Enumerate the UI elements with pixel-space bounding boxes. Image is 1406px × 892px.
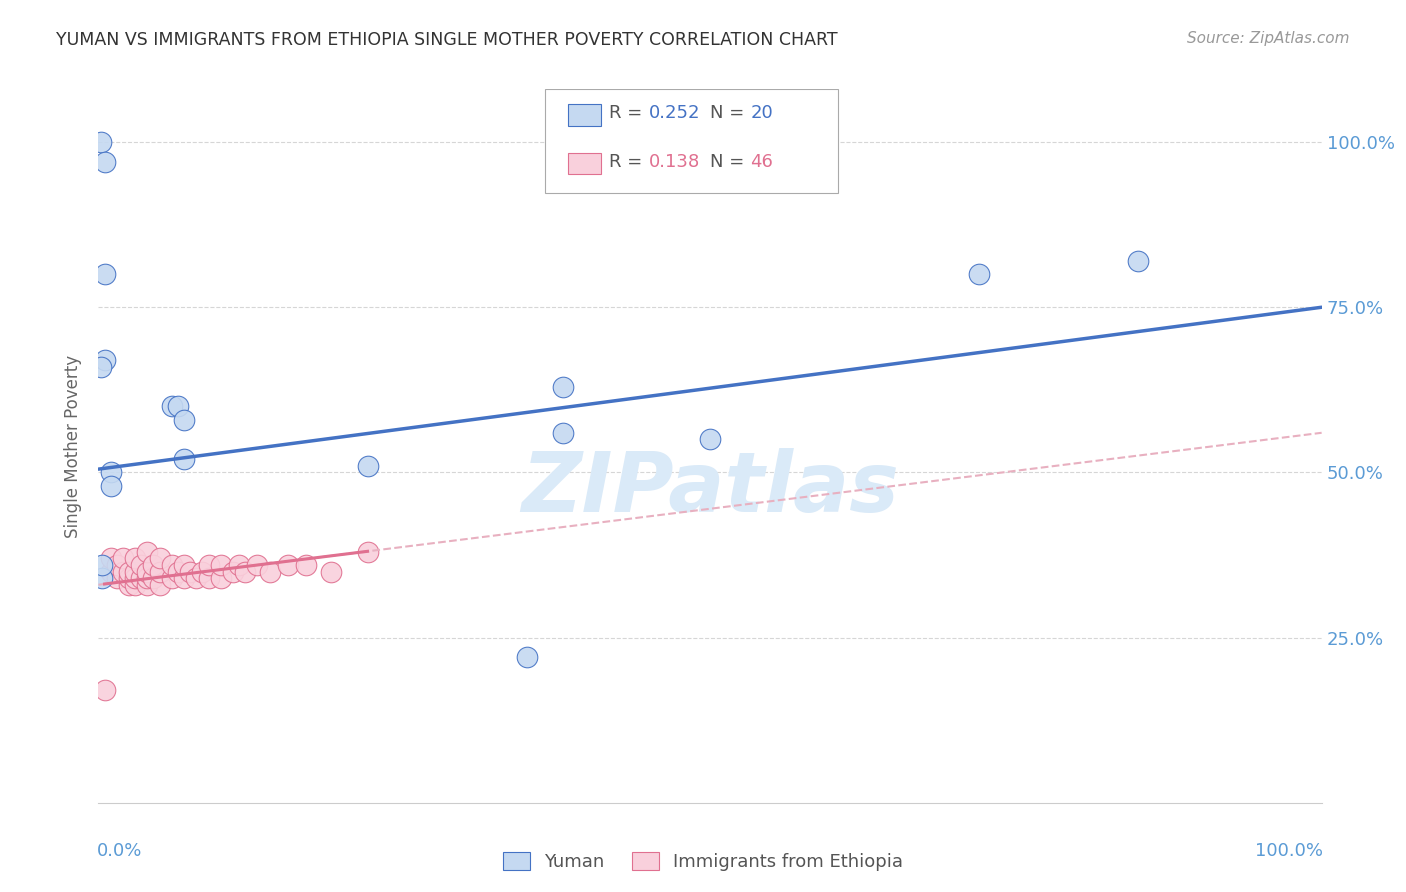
FancyBboxPatch shape	[546, 89, 838, 193]
Text: R =: R =	[609, 153, 641, 171]
Point	[246, 558, 269, 572]
Text: 0.252: 0.252	[650, 104, 700, 122]
Point	[173, 571, 195, 585]
Point	[142, 571, 165, 585]
Point	[179, 565, 201, 579]
Point	[186, 571, 208, 585]
Point	[356, 545, 378, 559]
Point	[93, 683, 115, 698]
Point	[90, 359, 112, 374]
Point	[173, 558, 195, 572]
Point	[142, 558, 165, 572]
Point	[699, 433, 721, 447]
Text: 46: 46	[751, 153, 773, 171]
Point	[124, 551, 146, 566]
Text: YUMAN VS IMMIGRANTS FROM ETHIOPIA SINGLE MOTHER POVERTY CORRELATION CHART: YUMAN VS IMMIGRANTS FROM ETHIOPIA SINGLE…	[56, 31, 838, 49]
Text: R =: R =	[609, 104, 641, 122]
Point	[167, 565, 190, 579]
Point	[209, 571, 232, 585]
Point	[93, 353, 115, 368]
Point	[90, 135, 112, 149]
Point	[173, 412, 195, 426]
Point	[160, 400, 183, 414]
Point	[553, 425, 575, 440]
Text: 0.0%: 0.0%	[97, 842, 142, 860]
Text: ZIPatlas: ZIPatlas	[522, 449, 898, 529]
Point	[149, 565, 172, 579]
Point	[233, 565, 256, 579]
Y-axis label: Single Mother Poverty: Single Mother Poverty	[65, 354, 83, 538]
Point	[149, 578, 172, 592]
Point	[124, 571, 146, 585]
Point	[100, 551, 122, 566]
Point	[553, 379, 575, 393]
Point	[228, 558, 250, 572]
Point	[259, 565, 281, 579]
Point	[111, 551, 134, 566]
Point	[124, 578, 146, 592]
Point	[1128, 254, 1150, 268]
Point	[167, 400, 190, 414]
Text: N =: N =	[710, 104, 744, 122]
Point	[118, 571, 141, 585]
Point	[111, 565, 134, 579]
FancyBboxPatch shape	[568, 104, 602, 126]
Point	[100, 466, 122, 480]
Point	[191, 565, 214, 579]
Point	[136, 565, 159, 579]
Legend: Yuman, Immigrants from Ethiopia: Yuman, Immigrants from Ethiopia	[495, 845, 911, 879]
Point	[100, 478, 122, 492]
Point	[136, 571, 159, 585]
Point	[93, 154, 115, 169]
FancyBboxPatch shape	[568, 153, 602, 174]
Point	[136, 578, 159, 592]
Point	[277, 558, 299, 572]
Point	[197, 571, 219, 585]
Point	[105, 558, 128, 572]
Text: 0.138: 0.138	[650, 153, 700, 171]
Point	[173, 452, 195, 467]
Point	[91, 571, 114, 585]
Point	[295, 558, 318, 572]
Point	[197, 558, 219, 572]
Point	[160, 571, 183, 585]
Point	[222, 565, 245, 579]
Text: 100.0%: 100.0%	[1256, 842, 1323, 860]
Point	[100, 565, 122, 579]
Point	[105, 571, 128, 585]
Text: Source: ZipAtlas.com: Source: ZipAtlas.com	[1187, 31, 1350, 46]
Point	[129, 558, 152, 572]
Point	[160, 558, 183, 572]
Point	[118, 578, 141, 592]
Point	[118, 565, 141, 579]
Point	[319, 565, 342, 579]
Point	[136, 545, 159, 559]
Point	[93, 267, 115, 281]
Point	[129, 571, 152, 585]
Text: 20: 20	[751, 104, 773, 122]
Point	[209, 558, 232, 572]
Point	[91, 558, 114, 572]
Point	[515, 650, 537, 665]
Point	[124, 565, 146, 579]
Point	[967, 267, 990, 281]
Point	[149, 551, 172, 566]
Text: N =: N =	[710, 153, 744, 171]
Point	[356, 458, 378, 473]
